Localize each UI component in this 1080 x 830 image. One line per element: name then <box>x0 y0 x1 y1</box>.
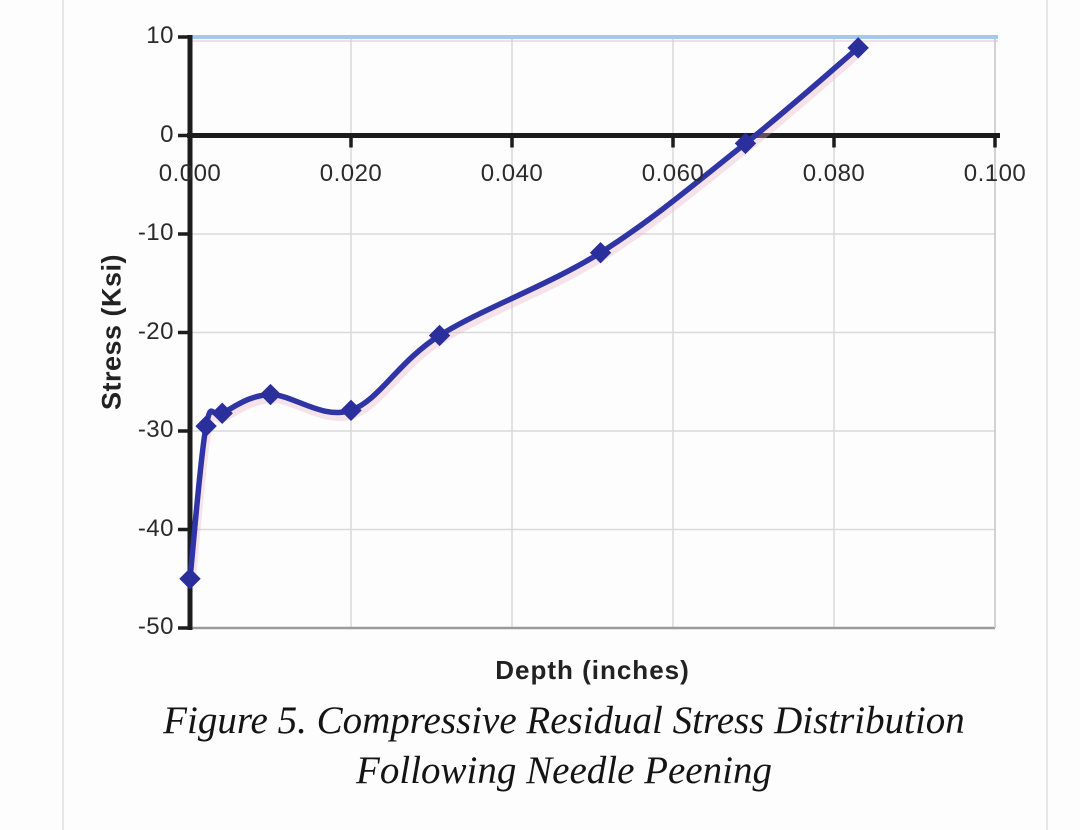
diamond-marker <box>847 37 869 59</box>
y-tick-label: 10 <box>146 22 174 49</box>
series-ghost-path <box>188 50 863 585</box>
diamond-marker <box>195 415 217 437</box>
gridlines <box>190 35 998 630</box>
figure-caption-line2: Following Needle Peening <box>356 749 772 792</box>
y-tick-label: 0 <box>160 120 174 148</box>
scan-border-right <box>1046 0 1048 830</box>
diamond-marker <box>734 132 757 155</box>
y-tick-label: -50 <box>137 613 174 640</box>
data-series-line <box>179 37 869 590</box>
x-tick-label: 0.000 <box>158 160 222 187</box>
x-tick-label: 0.020 <box>319 160 383 187</box>
x-tick-label: 0.100 <box>963 160 1027 187</box>
diamond-marker <box>340 399 362 422</box>
x-tick-label: 0.060 <box>641 160 705 187</box>
y-tick-label: -10 <box>137 219 174 246</box>
x-tick-label: 0.040 <box>480 160 544 187</box>
diamond-marker <box>211 402 233 424</box>
x-axis-title: Depth (inches) <box>495 655 690 685</box>
x-tick-label: 0.080 <box>802 160 866 187</box>
figure-caption-line1: Figure 5. Compressive Residual Stress Di… <box>163 699 965 742</box>
series-path <box>187 45 861 582</box>
diamond-marker <box>179 568 201 590</box>
y-tick-label: -40 <box>137 514 174 542</box>
diamond-marker <box>259 383 282 406</box>
scan-border-left <box>62 0 64 830</box>
axis-lines <box>178 35 1000 630</box>
diamond-marker <box>589 242 612 264</box>
figure-caption: Figure 5. Compressive Residual Stress Di… <box>48 696 1080 796</box>
y-tick-label: -20 <box>137 317 174 345</box>
y-tick-label: -30 <box>137 416 174 443</box>
diamond-marker <box>428 324 451 347</box>
y-axis-title: Stress (Ksi) <box>96 253 127 411</box>
